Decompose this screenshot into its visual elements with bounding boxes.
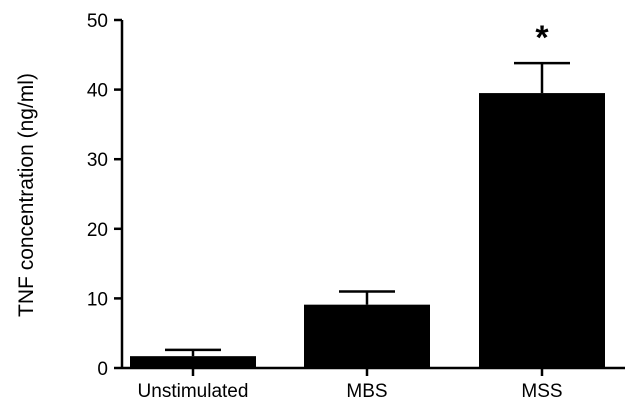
- significance-asterisk: *: [535, 19, 549, 57]
- plot-area: 0 10 20 30 40 50 Unstimulated MBS MSS *: [87, 11, 625, 402]
- y-tick-label: 20: [87, 220, 108, 241]
- x-tick-label: MSS: [521, 381, 562, 402]
- y-tick-label: 40: [87, 81, 108, 102]
- x-tick-label: MBS: [346, 381, 387, 402]
- bar-mbs: [304, 304, 430, 368]
- y-axis-title: TNF concentration (ng/ml): [15, 73, 38, 317]
- bar-unstimulated: [130, 356, 256, 368]
- x-tick-label: Unstimulated: [138, 381, 249, 402]
- y-tick-label: 50: [87, 11, 108, 32]
- y-tick-label: 10: [87, 289, 108, 310]
- y-tick-label: 0: [97, 359, 108, 380]
- bar-mss: [479, 93, 605, 368]
- y-tick-label: 30: [87, 150, 108, 171]
